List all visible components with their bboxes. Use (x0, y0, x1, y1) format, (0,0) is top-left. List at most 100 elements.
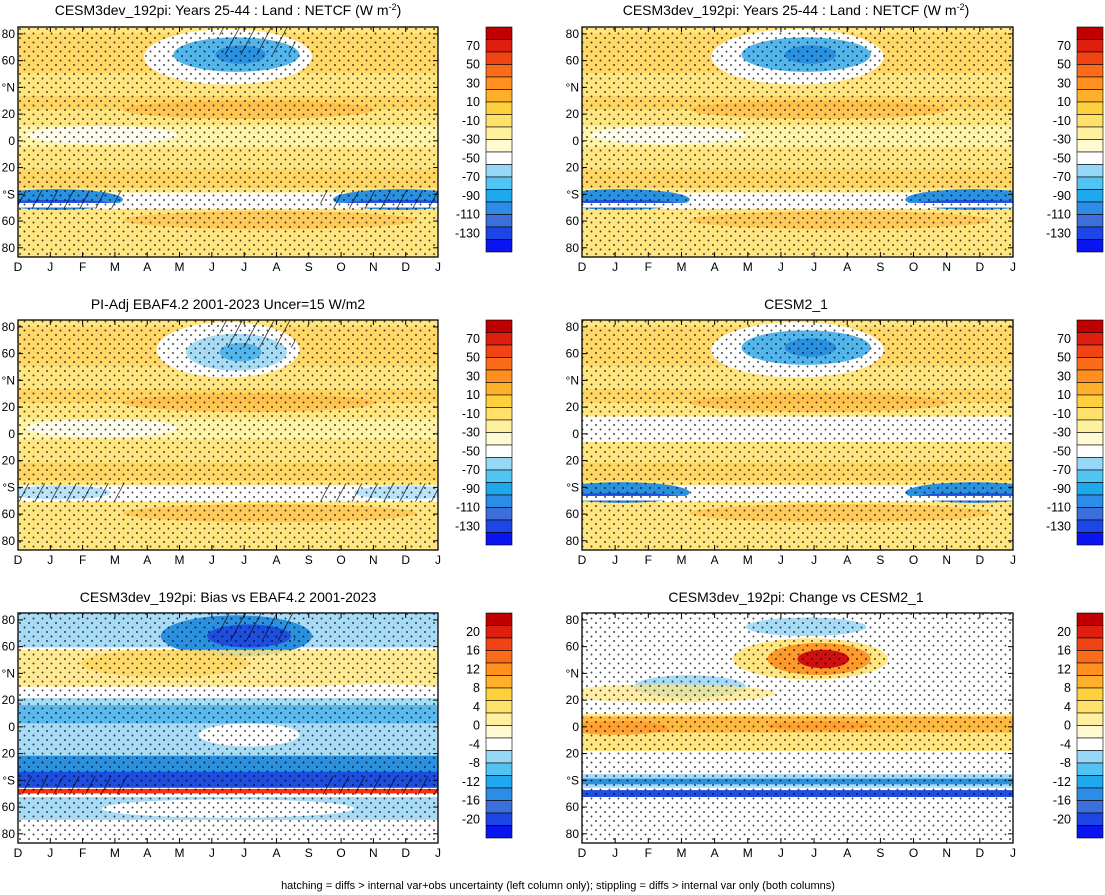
x-tick-label: D (976, 553, 985, 567)
colorbar-box (1076, 407, 1104, 421)
colorbar-box (485, 725, 513, 739)
colorbar-box (485, 39, 513, 53)
colorbar-box (1076, 800, 1104, 814)
stippling-1 (18, 27, 438, 257)
colorbar-label: 30 (466, 76, 480, 90)
y-tick-label: 20 (566, 747, 580, 761)
plot-frame-1 (17, 26, 439, 258)
colorbar-box (1076, 637, 1104, 651)
footer-note: hatching = diffs > internal var+obs unce… (281, 880, 835, 892)
colorbar-box (1076, 762, 1104, 776)
x-tick-label: J (241, 553, 247, 567)
colorbar-box (1076, 457, 1104, 471)
colorbar-box (1076, 432, 1104, 446)
colorbar-label: 30 (1057, 369, 1071, 383)
colorbar-box (485, 507, 513, 521)
y-tick-label: 20 (2, 747, 16, 761)
colorbar-label: -16 (1053, 794, 1071, 808)
colorbar-label: -90 (1053, 482, 1071, 496)
colorbar-label: 50 (466, 351, 480, 365)
colorbar-label: -30 (462, 133, 480, 147)
x-tick-label: M (110, 846, 120, 860)
y-tick-label: 80 (566, 534, 580, 548)
colorbar-box (1076, 226, 1104, 240)
colorbar-label: 50 (466, 58, 480, 72)
panel-5: D J F M A M J J A S O N D J 80 60 °N 20 0 20 °S 60 80 20 16 12 8 4 0… (2, 589, 513, 860)
colorbar-label: -70 (1053, 463, 1071, 477)
panel-5-title: CESM3dev_192pi: Bias vs EBAF4.2 2001-202… (80, 589, 377, 605)
x-tick-label: A (272, 846, 280, 860)
colorbar-box (1076, 239, 1104, 253)
y-tick-label: 80 (2, 827, 16, 841)
panel-3-title: PI-Adj EBAF4.2 2001-2023 Uncer=15 W/m2 (91, 296, 366, 312)
colorbar-box (485, 189, 513, 203)
heatmap-field-1 (18, 27, 438, 257)
colorbar-box (485, 226, 513, 240)
y-tick-label: 80 (566, 241, 580, 255)
colorbar-box (485, 700, 513, 714)
hatching-right-1 (320, 190, 438, 209)
colorbar-box (485, 775, 513, 789)
x-tick-label: N (369, 846, 378, 860)
colorbar-box (1076, 687, 1104, 701)
y-tick-label: 80 (566, 27, 580, 41)
x-tick-label: J (435, 553, 441, 567)
y-tick-label: °N (2, 80, 15, 94)
hatching-right-5 (320, 776, 438, 795)
x-tick-label: J (47, 260, 53, 274)
y-tick-label: 0 (572, 427, 579, 441)
colorbar-label: -50 (462, 151, 480, 165)
y-tick-label: 80 (566, 320, 580, 334)
colorbar-label: 4 (1064, 700, 1071, 714)
colorbar-box (1076, 469, 1104, 483)
y-tick-label: 0 (572, 720, 579, 734)
colorbar-label: -4 (1060, 737, 1071, 751)
x-tick-label: M (110, 553, 120, 567)
colorbar-label: -130 (1046, 226, 1071, 240)
colorbar-box (1076, 737, 1104, 751)
colorbar-box (485, 675, 513, 689)
x-tick-label: A (711, 846, 719, 860)
colorbar-label: 70 (1057, 39, 1071, 53)
y-tick-label: 80 (566, 827, 580, 841)
x-tick-label: M (175, 260, 185, 274)
colorbar-box (1076, 151, 1104, 165)
x-tick-label: F (79, 260, 86, 274)
panel-3: D J F M A M J J A S O N D J 80 60 °N 20 0 20 °S 60 80 70 50 30 10 -… (2, 296, 513, 567)
colorbar-label: 70 (466, 39, 480, 53)
colorbar-box (1076, 51, 1104, 65)
plot-frame-5 (17, 612, 439, 844)
x-tick-label: D (401, 260, 410, 274)
colorbar-label: 70 (466, 332, 480, 346)
x-tick-label: D (976, 260, 985, 274)
colorbar-box (1076, 164, 1104, 178)
colorbar-box (1076, 344, 1104, 358)
colorbar-label: 12 (466, 662, 480, 676)
x-tick-label: J (811, 260, 817, 274)
colorbar-box (1076, 625, 1104, 639)
colorbar-box (485, 126, 513, 140)
x-tick-label: J (47, 846, 53, 860)
x-tick-label: M (175, 846, 185, 860)
colorbar-label: 20 (466, 625, 480, 639)
hatching-right-3 (320, 483, 438, 502)
y-tick-label: 20 (566, 454, 580, 468)
panel-2-title: CESM3dev_192pi: Years 25-44 : Land : NET… (623, 2, 970, 18)
colorbar-label: -8 (469, 756, 480, 770)
colorbar-box (1076, 76, 1104, 90)
colorbar-box (485, 750, 513, 764)
colorbar-box (485, 64, 513, 78)
colorbar-label: -12 (1053, 775, 1071, 789)
y-tick-label: 20 (2, 161, 16, 175)
colorbar-box (485, 101, 513, 115)
hatching-left-3 (18, 483, 128, 502)
colorbar-box (485, 151, 513, 165)
x-tick-label: J (612, 553, 618, 567)
hatching-left-1 (18, 190, 128, 209)
x-tick-label: M (743, 553, 753, 567)
colorbar-box (485, 625, 513, 639)
x-tick-label: J (435, 846, 441, 860)
colorbar-label: 30 (466, 369, 480, 383)
colorbar-box (485, 76, 513, 90)
y-tick-label: 20 (566, 107, 580, 121)
